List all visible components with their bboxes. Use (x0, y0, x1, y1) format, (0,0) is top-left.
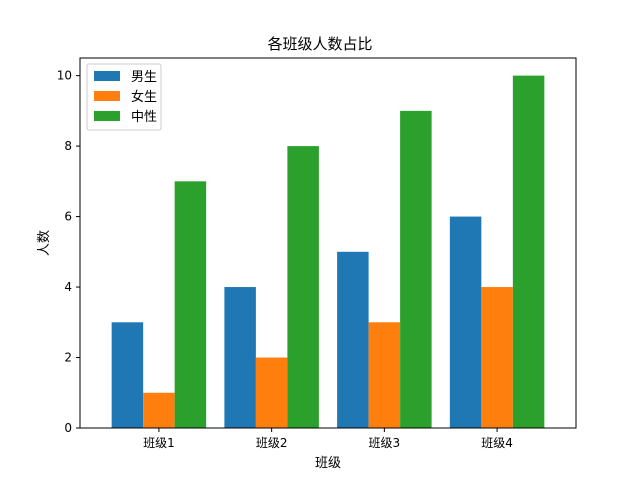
bar-2-4 (481, 287, 513, 428)
x-tick-label: 班级3 (369, 436, 401, 450)
y-tick-label: 0 (64, 421, 72, 435)
bar-3-1 (174, 181, 207, 428)
legend-label: 男生 (131, 70, 157, 85)
y-tick-label: 2 (64, 351, 72, 365)
legend-swatch (94, 111, 120, 121)
legend-label: 女生 (131, 89, 157, 105)
legend-label: 中性 (131, 110, 157, 125)
y-tick-label: 6 (64, 210, 72, 224)
bar-3-2 (287, 146, 319, 428)
legend-swatch (94, 71, 120, 81)
bars-layer (111, 75, 545, 428)
x-axis-label: 班级 (315, 456, 341, 471)
y-tick-label: 10 (57, 69, 72, 83)
bar-2-2 (255, 357, 288, 428)
bar-1-2 (224, 287, 256, 428)
bar-1-3 (337, 251, 369, 428)
ticks-layer: 班级1 班级2 班级3 班级4 0 2 4 6 8 10 (57, 69, 513, 450)
bar-3-4 (512, 75, 545, 428)
bar-1-4 (449, 216, 482, 428)
plot-frame (79, 57, 577, 429)
y-tick-label: 8 (64, 139, 72, 153)
bar-1-1 (111, 322, 144, 428)
x-tick-label: 班级4 (481, 436, 513, 450)
bar-3-3 (400, 110, 432, 428)
x-tick-label: 班级2 (256, 436, 288, 450)
y-axis-label: 人数 (37, 230, 52, 256)
x-tick-label: 班级1 (143, 436, 175, 450)
y-tick-label: 4 (64, 280, 72, 294)
legend-swatch (94, 91, 120, 101)
bar-2-1 (143, 392, 175, 428)
chart-title: 各班级人数占比 (267, 35, 372, 53)
bar-2-3 (368, 322, 401, 428)
